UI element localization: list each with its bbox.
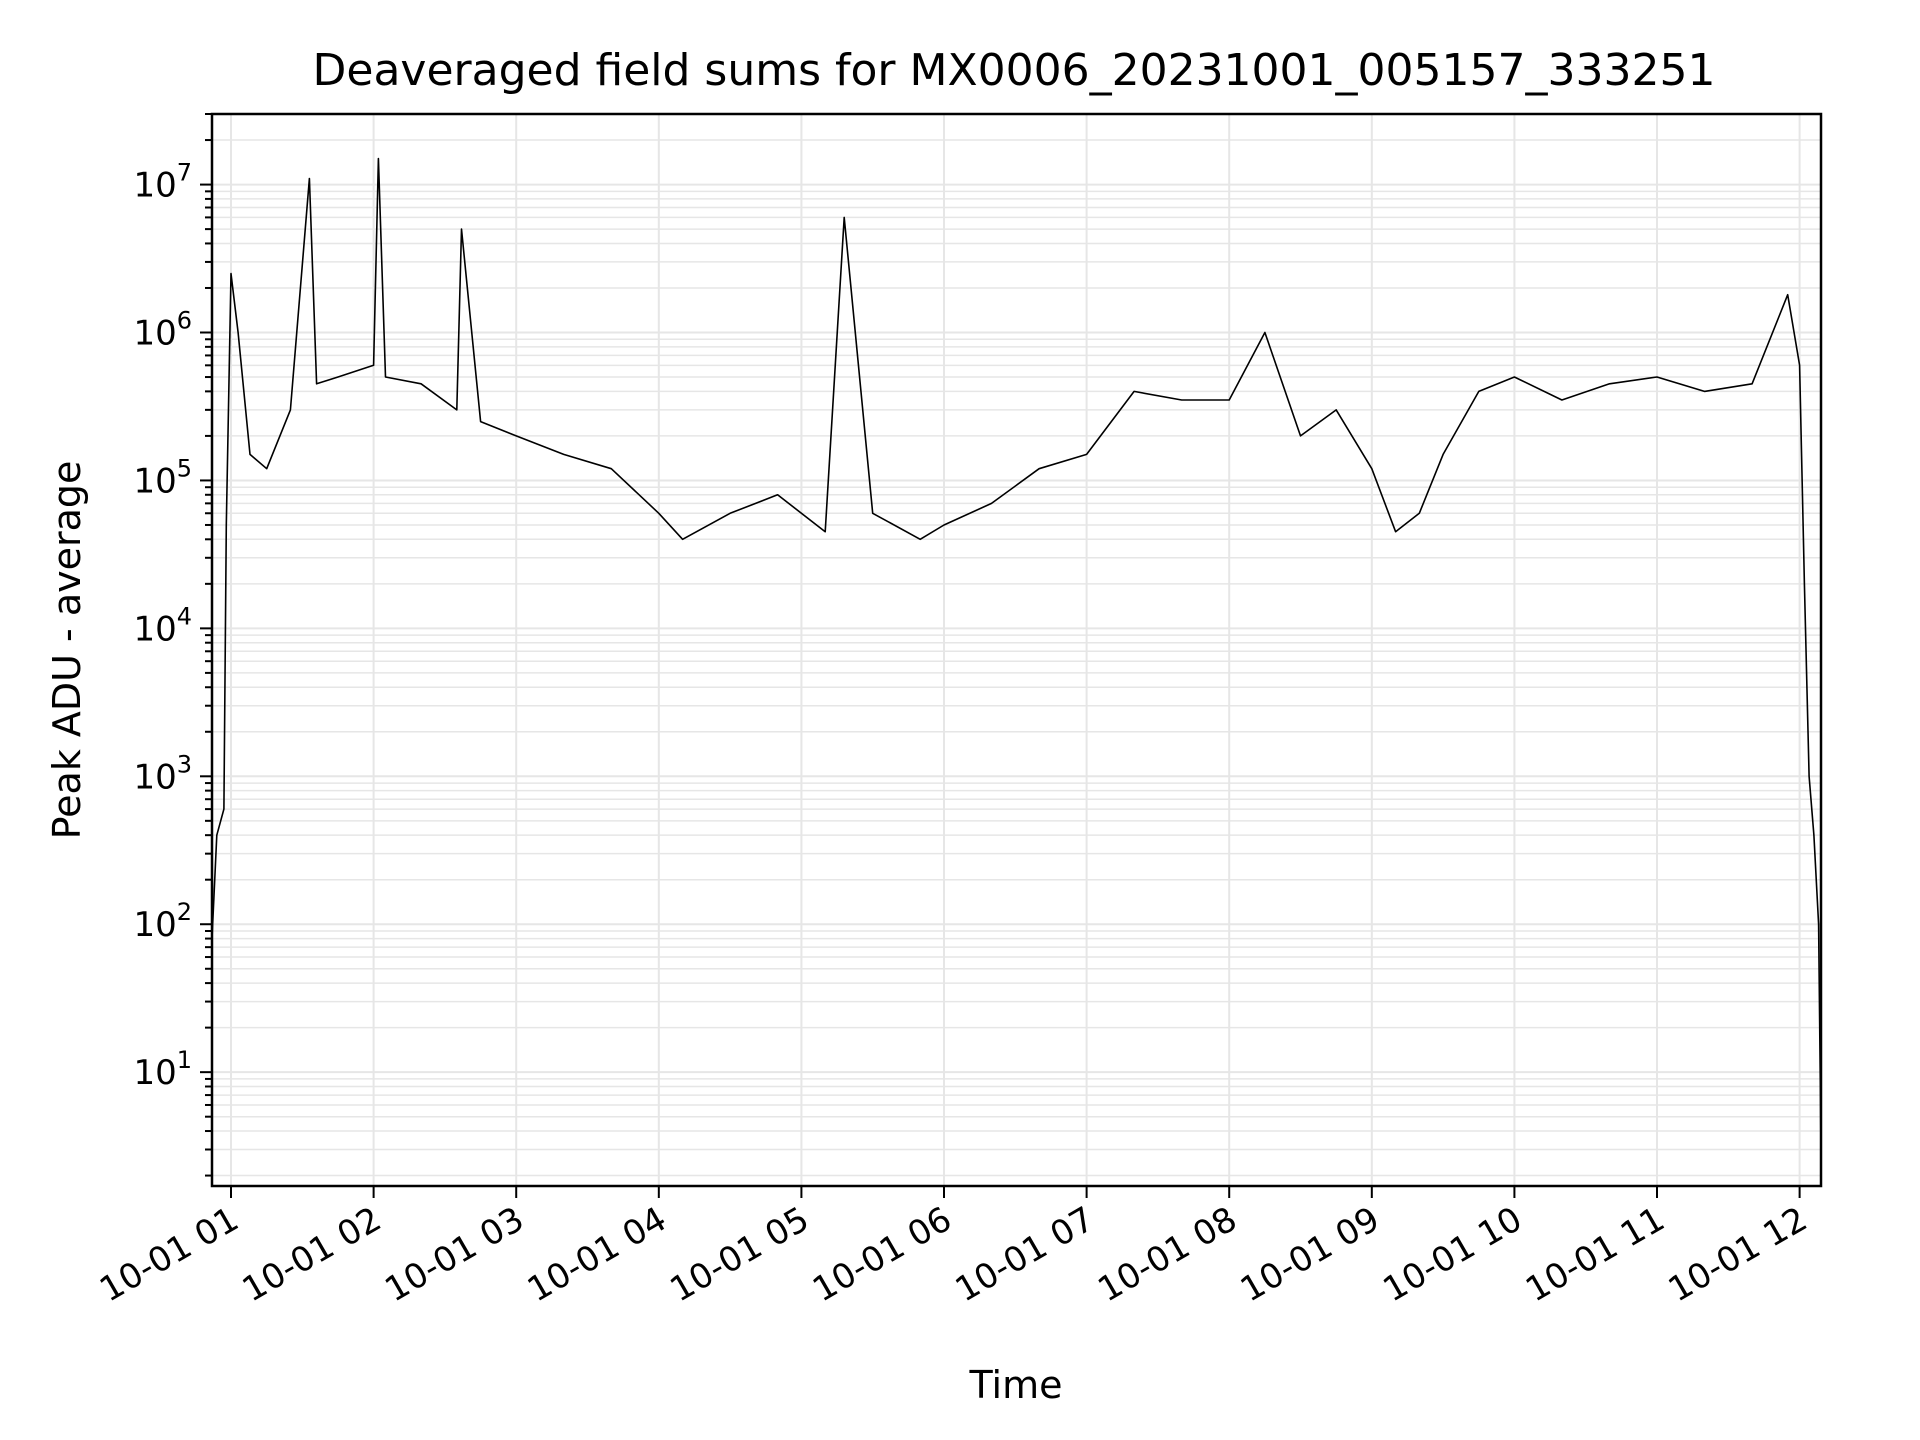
y-tick-label: 104 bbox=[133, 602, 192, 649]
y-tick-label: 106 bbox=[133, 307, 192, 354]
y-tick-label: 105 bbox=[133, 454, 192, 501]
y-tick-label: 101 bbox=[133, 1046, 192, 1093]
chart-title: Deaveraged field sums for MX0006_2023100… bbox=[313, 45, 1716, 96]
y-tick-label: 102 bbox=[133, 898, 192, 945]
plot-frame bbox=[210, 112, 1823, 1188]
series-line bbox=[211, 157, 1822, 1150]
y-axis: 101 102 103 104 105 106 107 bbox=[133, 113, 212, 1177]
y-axis-label: Peak ADU - average bbox=[45, 461, 89, 840]
x-axis-label: Time bbox=[969, 1363, 1063, 1407]
y-tick-label: 103 bbox=[133, 750, 192, 797]
series-layer bbox=[211, 157, 1822, 1150]
grid bbox=[212, 113, 1821, 1186]
y-tick-label: 107 bbox=[133, 159, 192, 206]
